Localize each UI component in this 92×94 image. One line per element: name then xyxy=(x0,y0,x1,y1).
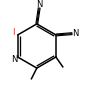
Text: N: N xyxy=(11,55,17,64)
Text: N: N xyxy=(72,29,79,38)
Text: I: I xyxy=(12,28,14,37)
Text: N: N xyxy=(37,0,43,9)
